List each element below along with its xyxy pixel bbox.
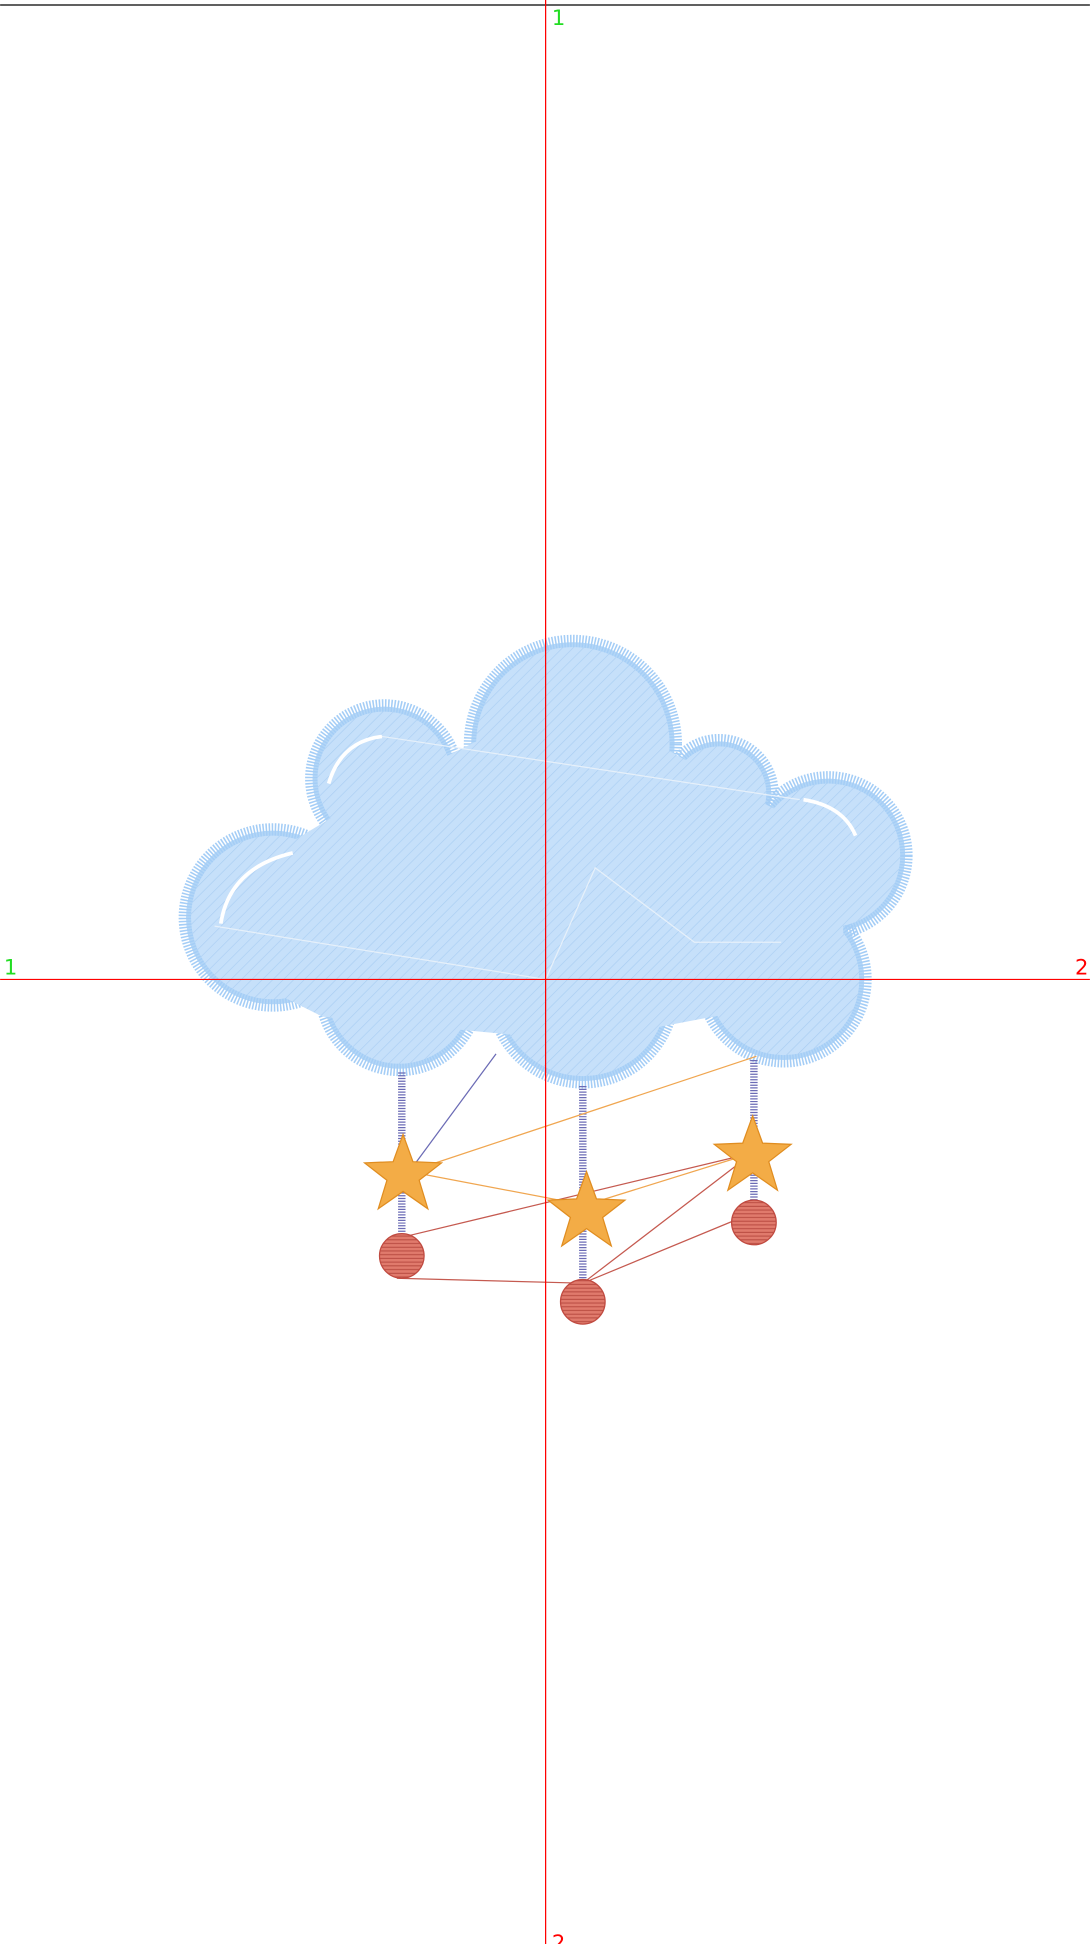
embroidery-canvas: 1 2 1 2 (0, 0, 1090, 1944)
stars (365, 1116, 791, 1246)
strings (402, 1060, 754, 1281)
axis-label-bottom: 2 (552, 1930, 565, 1944)
axis-label-left: 1 (4, 954, 17, 979)
axis-label-right: 2 (1075, 954, 1088, 979)
page: 1 2 1 2 (() => { const data = JSON.parse… (0, 0, 1090, 1944)
axis-label-top: 1 (552, 5, 565, 30)
